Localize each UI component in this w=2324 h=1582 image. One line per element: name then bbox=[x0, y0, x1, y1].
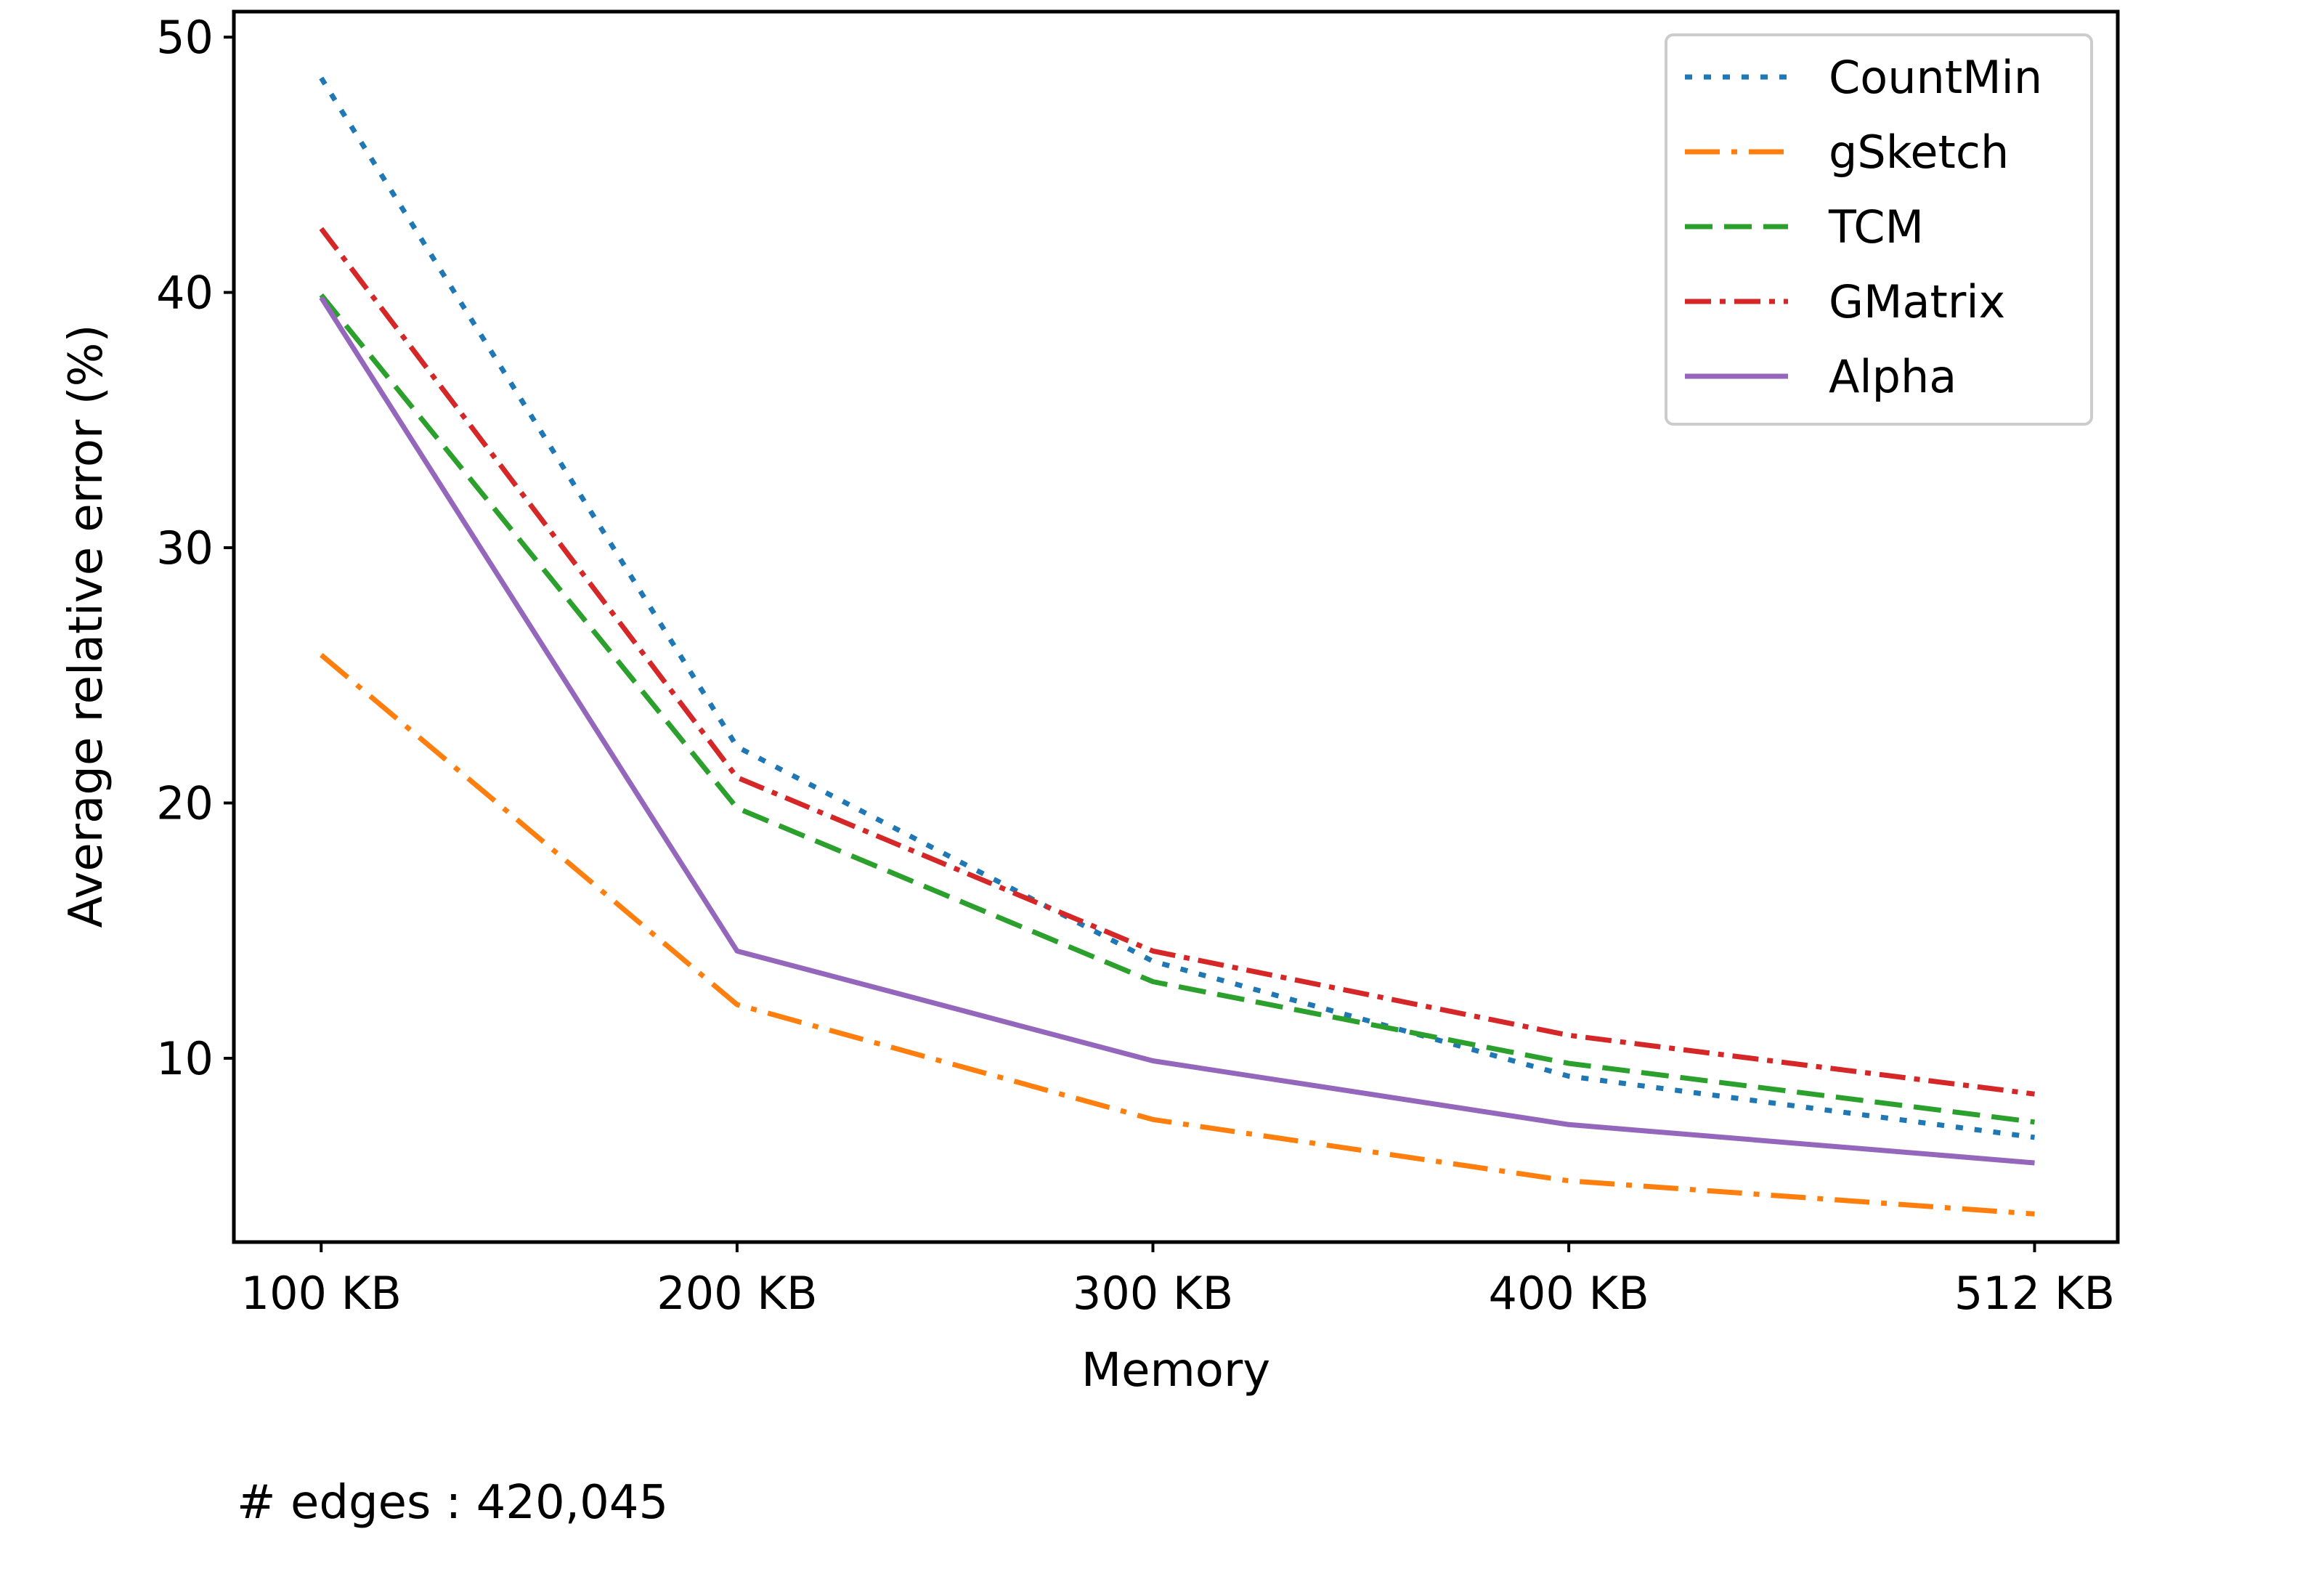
series-line-gsketch bbox=[320, 653, 2035, 1217]
y-tick-label: 10 bbox=[156, 1032, 214, 1085]
y-tick-label: 50 bbox=[156, 11, 214, 64]
legend-label-alpha: Alpha bbox=[1829, 350, 1957, 403]
edges-note: # edges : 420,045 bbox=[237, 1476, 668, 1530]
x-axis: 100 KB 200 KB 300 KB 400 KB 512 KB bbox=[241, 1242, 2115, 1320]
plot-frame bbox=[232, 9, 2120, 1244]
x-tick-label: 200 KB bbox=[657, 1267, 817, 1320]
y-axis: 10 20 30 40 50 bbox=[156, 11, 234, 1085]
legend-label-gmatrix: GMatrix bbox=[1829, 275, 2005, 328]
x-tick-label: 100 KB bbox=[241, 1267, 402, 1320]
x-tick-label: 512 KB bbox=[1954, 1267, 2115, 1320]
legend-label-gsketch: gSketch bbox=[1829, 126, 2009, 179]
series-line-gmatrix bbox=[319, 227, 2035, 1097]
x-tick-label: 300 KB bbox=[1073, 1267, 1233, 1320]
series-line-alpha bbox=[319, 296, 2035, 1166]
legend-label-tcm: TCM bbox=[1828, 200, 1924, 253]
series-line-tcm bbox=[319, 293, 2035, 1125]
legend: CountMin gSketch TCM GMatrix Alpha bbox=[1665, 33, 2093, 426]
legend-frame bbox=[1665, 33, 2093, 426]
y-tick-label: 30 bbox=[156, 522, 214, 575]
legend-label-countmin: CountMin bbox=[1829, 51, 2042, 104]
x-axis-title: Memory bbox=[1081, 1344, 1270, 1398]
x-tick-label: 400 KB bbox=[1489, 1267, 1649, 1320]
y-tick-label: 40 bbox=[156, 267, 214, 320]
y-tick-label: 20 bbox=[156, 777, 214, 830]
plot-layer bbox=[319, 76, 2035, 1217]
y-axis-title: Average relative error (%) bbox=[60, 325, 113, 928]
